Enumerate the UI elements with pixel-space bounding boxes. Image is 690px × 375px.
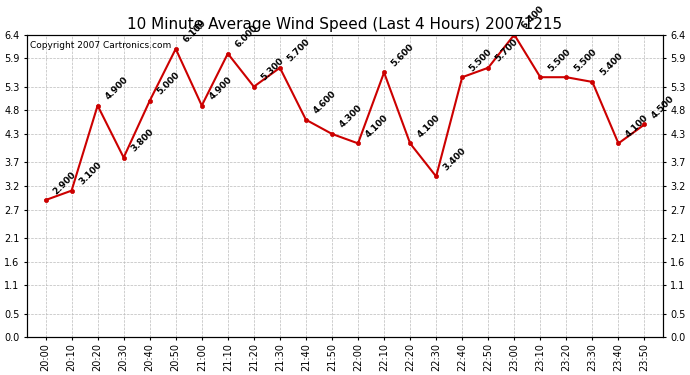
Text: 5.500: 5.500 xyxy=(572,47,598,73)
Text: 5.600: 5.600 xyxy=(390,42,416,68)
Text: 5.700: 5.700 xyxy=(494,37,520,64)
Text: 5.500: 5.500 xyxy=(546,47,572,73)
Text: 5.400: 5.400 xyxy=(598,51,624,78)
Text: 4.600: 4.600 xyxy=(311,89,338,116)
Text: 5.700: 5.700 xyxy=(286,37,312,64)
Text: 4.500: 4.500 xyxy=(650,94,676,120)
Text: 4.100: 4.100 xyxy=(364,113,390,139)
Text: 4.100: 4.100 xyxy=(415,113,442,139)
Text: 4.900: 4.900 xyxy=(104,75,130,101)
Text: 2.900: 2.900 xyxy=(51,170,77,196)
Text: 3.400: 3.400 xyxy=(442,146,468,172)
Text: 5.300: 5.300 xyxy=(259,56,286,82)
Text: 5.000: 5.000 xyxy=(155,70,181,97)
Text: 3.100: 3.100 xyxy=(77,160,104,186)
Title: 10 Minute Average Wind Speed (Last 4 Hours) 20071215: 10 Minute Average Wind Speed (Last 4 Hou… xyxy=(128,17,562,32)
Text: 6.100: 6.100 xyxy=(181,18,208,45)
Text: Copyright 2007 Cartronics.com: Copyright 2007 Cartronics.com xyxy=(30,41,172,50)
Text: 4.300: 4.300 xyxy=(337,104,364,130)
Text: 6.000: 6.000 xyxy=(233,23,259,50)
Text: 4.100: 4.100 xyxy=(624,113,650,139)
Text: 4.900: 4.900 xyxy=(207,75,234,101)
Text: 6.400: 6.400 xyxy=(520,4,546,30)
Text: 5.500: 5.500 xyxy=(468,47,494,73)
Text: 3.800: 3.800 xyxy=(129,127,155,153)
